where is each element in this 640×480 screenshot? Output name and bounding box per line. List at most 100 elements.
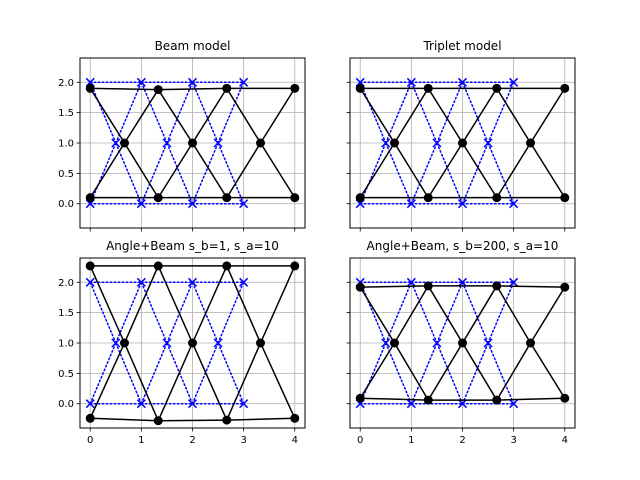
- reference-node-marker: [406, 199, 416, 209]
- subplot-title: Angle+Beam, s_b=200, s_a=10: [367, 239, 559, 253]
- deformed-edge: [393, 142, 429, 199]
- deformed-node-marker: [355, 393, 365, 403]
- y-tick-label: 2.0: [58, 78, 74, 89]
- reference-node-marker: [187, 399, 198, 409]
- y-tick-label: 0.0: [58, 199, 74, 210]
- reference-node-marker: [239, 277, 249, 287]
- reference-node-marker: [111, 338, 121, 348]
- deformed-node-marker: [119, 338, 129, 348]
- reference-node-marker: [457, 277, 468, 287]
- deformed-node-marker: [256, 338, 266, 348]
- reference-node-marker: [111, 138, 121, 148]
- deformed-edge: [393, 285, 429, 344]
- deformed-edge: [496, 397, 565, 401]
- deformed-node-marker: [526, 338, 536, 348]
- deformed-node-marker: [153, 416, 163, 426]
- deformed-edge: [123, 342, 159, 422]
- reference-edge: [385, 142, 413, 205]
- deformed-node-marker: [119, 138, 129, 148]
- deformed-node-marker: [85, 261, 95, 271]
- deformed-edge: [157, 142, 194, 199]
- deformed-node-marker: [153, 261, 163, 271]
- deformed-edge: [123, 142, 159, 199]
- subplot-2: Triplet model: [346, 39, 576, 232]
- deformed-edge: [360, 397, 429, 401]
- deformed-edge: [359, 342, 396, 399]
- deformed-node-marker: [290, 193, 300, 203]
- x-tick-label: 2: [459, 435, 465, 446]
- reference-edge: [487, 342, 515, 405]
- reference-node-marker: [85, 277, 95, 287]
- reference-edge: [410, 142, 438, 205]
- reference-edge: [115, 281, 143, 344]
- reference-node-marker: [239, 77, 249, 87]
- deformed-edge: [427, 285, 464, 344]
- deformed-edge: [226, 265, 262, 344]
- deformed-edge: [496, 342, 532, 401]
- deformed-node-marker: [85, 83, 95, 93]
- deformed-node-marker: [290, 261, 300, 271]
- reference-edge: [410, 81, 438, 144]
- deformed-node-marker: [222, 193, 232, 203]
- reference-edge: [89, 342, 117, 405]
- reference-node-marker: [509, 199, 519, 209]
- reference-edge: [166, 142, 194, 205]
- x-tick-label: 3: [510, 435, 516, 446]
- reference-node-marker: [136, 277, 146, 287]
- reference-node-marker: [406, 77, 416, 87]
- plot-area: [85, 261, 300, 426]
- reference-node-marker: [136, 199, 146, 209]
- reference-node-marker: [136, 399, 146, 409]
- x-tick-label: 2: [189, 435, 195, 446]
- reference-edge: [115, 81, 143, 144]
- reference-edge: [436, 281, 464, 344]
- y-tick-label: 0.0: [58, 399, 74, 410]
- reference-edge: [191, 81, 219, 144]
- deformed-edge: [123, 265, 159, 344]
- deformed-edge: [89, 87, 126, 144]
- subplot-title: Angle+Beam s_b=1, s_a=10: [106, 239, 279, 253]
- deformed-node-marker: [560, 282, 570, 292]
- deformed-edge: [89, 342, 126, 419]
- deformed-edge: [157, 89, 194, 144]
- reference-node-marker: [187, 199, 198, 209]
- reference-edge: [217, 342, 245, 405]
- deformed-node-marker: [423, 83, 433, 93]
- subplot-title: Beam model: [155, 39, 231, 53]
- x-tick-label: 3: [240, 435, 246, 446]
- deformed-node-marker: [560, 393, 570, 403]
- reference-mesh: [355, 277, 519, 409]
- reference-mesh: [355, 77, 519, 209]
- reference-node-marker: [509, 77, 519, 87]
- deformed-edge: [157, 342, 194, 422]
- deformed-edge: [259, 342, 296, 419]
- deformed-edge: [461, 87, 498, 144]
- reference-edge: [410, 281, 438, 344]
- reference-node-marker: [162, 138, 172, 148]
- deformed-node-marker: [560, 193, 570, 203]
- subplot-title: Triplet model: [422, 39, 501, 53]
- reference-node-marker: [213, 138, 223, 148]
- y-tick-label: 1.5: [58, 108, 74, 119]
- reference-node-marker: [457, 77, 468, 87]
- deformed-edge: [359, 286, 396, 344]
- reference-edge: [140, 81, 168, 144]
- reference-node-marker: [432, 338, 442, 348]
- reference-edge: [359, 142, 387, 205]
- reference-node-marker: [483, 138, 493, 148]
- deformed-node-marker: [458, 338, 467, 348]
- deformed-node-marker: [389, 338, 399, 348]
- reference-node-marker: [457, 399, 468, 409]
- deformed-edge: [158, 87, 227, 91]
- reference-edge: [217, 142, 245, 205]
- reference-edge: [487, 281, 515, 344]
- reference-edge: [487, 81, 515, 144]
- y-tick-label: 0.5: [58, 369, 74, 380]
- deformed-edge: [89, 265, 126, 344]
- deformed-edge: [191, 265, 228, 344]
- reference-edge: [359, 342, 387, 405]
- deformed-edge: [496, 87, 532, 144]
- x-tick-label: 4: [562, 435, 568, 446]
